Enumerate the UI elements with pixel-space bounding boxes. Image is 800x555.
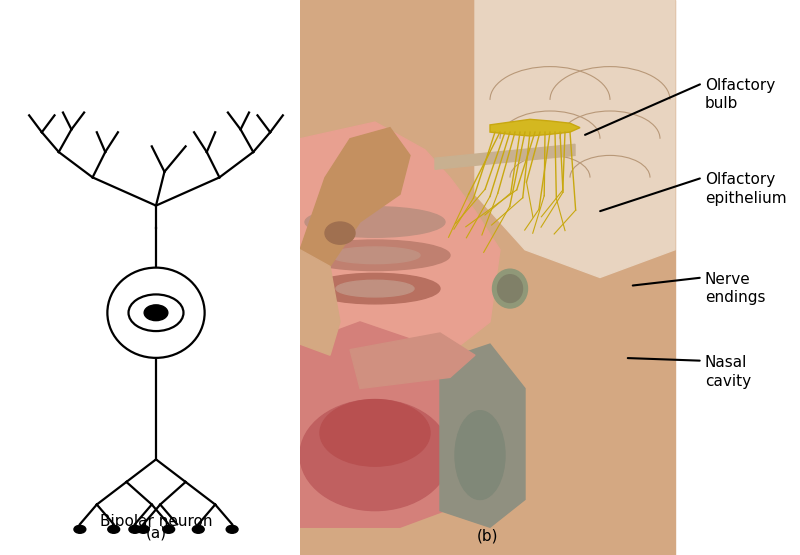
- Text: Nasal
cavity: Nasal cavity: [705, 355, 751, 388]
- Polygon shape: [435, 144, 575, 169]
- Circle shape: [108, 526, 120, 533]
- Polygon shape: [350, 333, 475, 388]
- Ellipse shape: [107, 268, 205, 358]
- Text: Bipolar neuron: Bipolar neuron: [100, 514, 212, 529]
- Polygon shape: [300, 122, 500, 377]
- Ellipse shape: [300, 400, 450, 511]
- Circle shape: [226, 526, 238, 533]
- Text: (a): (a): [146, 525, 166, 540]
- Text: Olfactory
bulb: Olfactory bulb: [705, 78, 775, 111]
- Ellipse shape: [330, 247, 420, 264]
- Text: (b): (b): [477, 529, 498, 544]
- Ellipse shape: [320, 400, 430, 466]
- Circle shape: [162, 526, 174, 533]
- Ellipse shape: [333, 214, 417, 230]
- Ellipse shape: [325, 222, 355, 244]
- Circle shape: [144, 305, 168, 321]
- Circle shape: [138, 526, 150, 533]
- Ellipse shape: [493, 269, 527, 308]
- Polygon shape: [300, 0, 675, 555]
- Polygon shape: [440, 344, 525, 527]
- Ellipse shape: [305, 207, 445, 238]
- Polygon shape: [490, 119, 580, 136]
- Ellipse shape: [336, 280, 414, 297]
- Polygon shape: [300, 250, 340, 355]
- Ellipse shape: [455, 411, 505, 500]
- Polygon shape: [300, 322, 490, 527]
- Text: Nerve
endings: Nerve endings: [705, 272, 766, 305]
- Circle shape: [129, 526, 141, 533]
- Ellipse shape: [498, 275, 522, 302]
- Polygon shape: [475, 0, 675, 278]
- Ellipse shape: [300, 240, 450, 270]
- Polygon shape: [300, 128, 410, 266]
- Text: Olfactory
epithelium: Olfactory epithelium: [705, 172, 786, 205]
- Circle shape: [129, 294, 183, 331]
- Ellipse shape: [310, 274, 440, 304]
- Circle shape: [74, 526, 86, 533]
- Circle shape: [192, 526, 204, 533]
